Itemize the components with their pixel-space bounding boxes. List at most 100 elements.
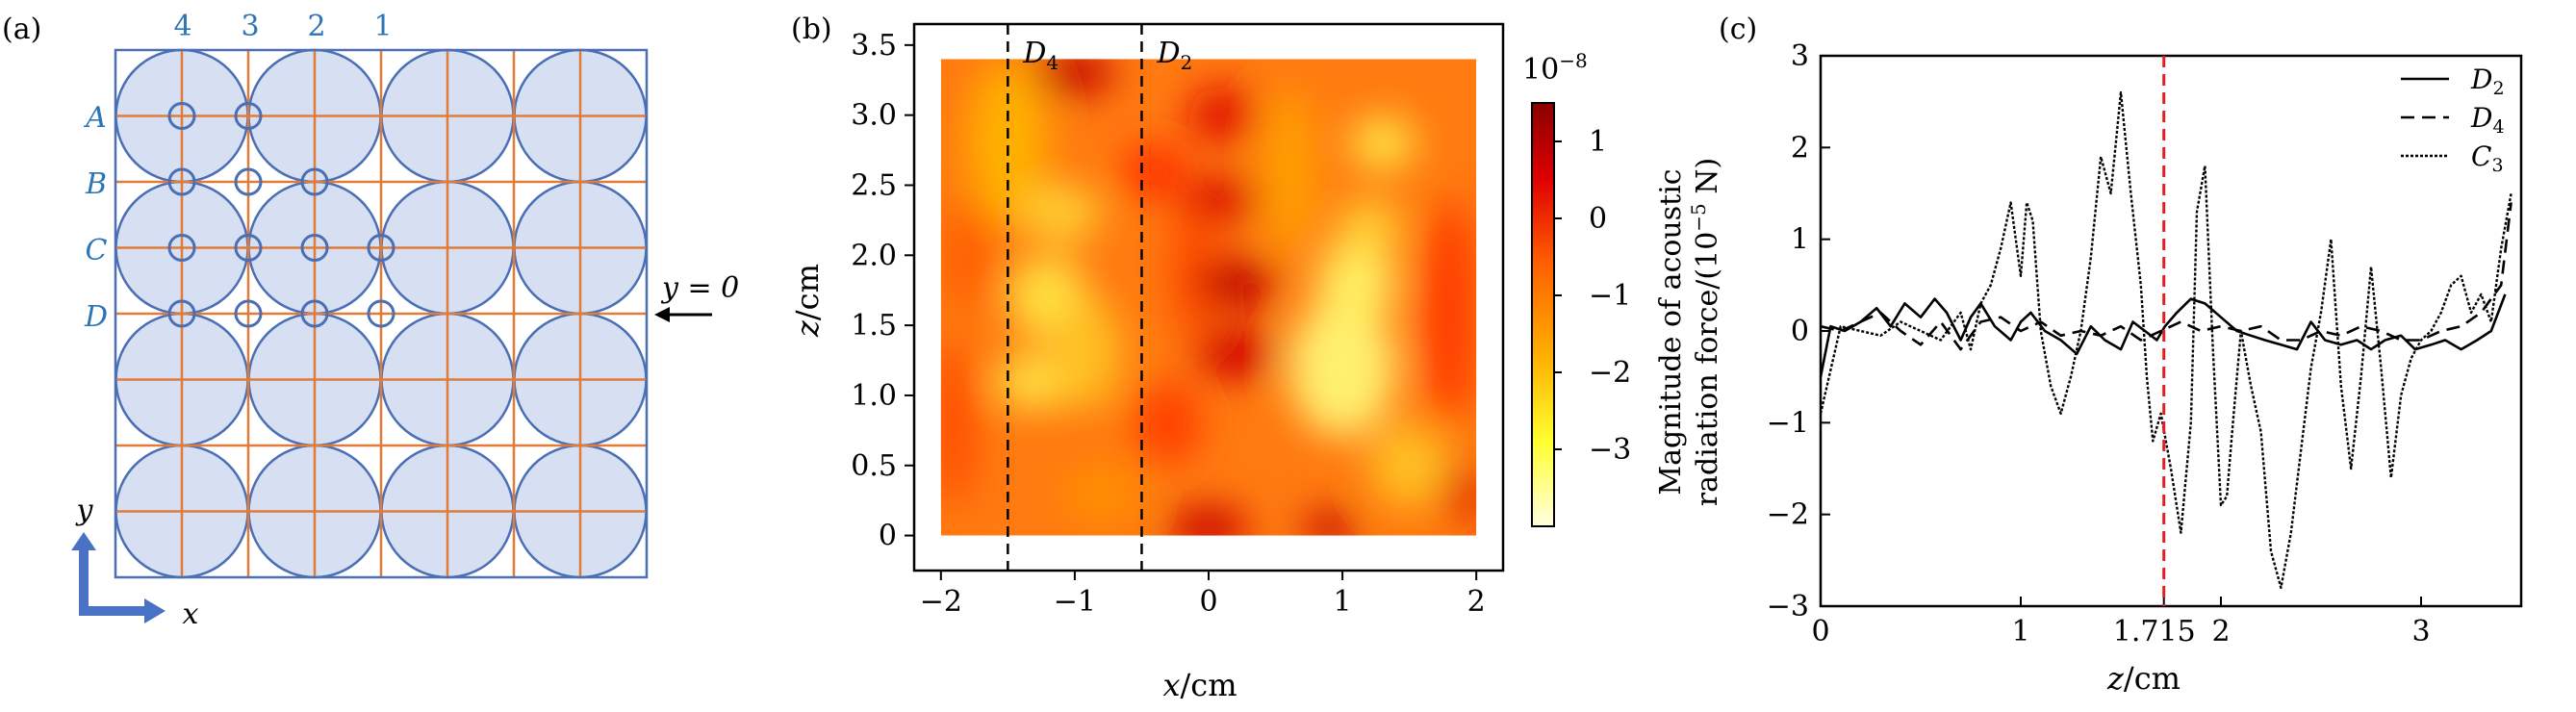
ylabel-line-2: radiation force/(10−5 N) — [1687, 158, 1724, 507]
probe-circle — [300, 234, 329, 262]
colorbar-tick-label: 1 — [1589, 125, 1607, 159]
heat-region — [1195, 328, 1276, 379]
colorbar-tick-label: −3 — [1589, 433, 1631, 467]
probe-circle — [234, 234, 263, 262]
y-tick-label: 0 — [1791, 315, 1809, 348]
column-label-3: 3 — [241, 10, 259, 43]
line-label-d4: D4 — [1022, 37, 1058, 74]
y-tick-label: −2 — [1767, 498, 1809, 532]
panel-b: (b) −2 −1 0 1 2 0 0.5 1.0 1.5 2.0 2.5 3.0 3.5 D4 D2 x… — [789, 13, 1631, 703]
panel-a-label: (a) — [2, 13, 41, 46]
heat-region — [940, 339, 975, 508]
probe-circle — [300, 167, 329, 196]
line-label-d2: D2 — [1156, 37, 1192, 74]
y-tick-label: 3.5 — [851, 29, 897, 63]
svg-text:Magnitude of acoustic: Magnitude of acoustic — [1654, 168, 1688, 495]
x-tick-label: 3 — [2411, 615, 2430, 648]
row-label-b: B — [85, 167, 107, 201]
line-chart-x-axis-label: z/cm — [2106, 660, 2181, 697]
probe-circle — [367, 299, 395, 328]
heat-region — [1315, 241, 1396, 326]
small-circles — [167, 102, 395, 328]
svg-text:x/cm: x/cm — [1162, 667, 1237, 703]
probe-circle — [167, 102, 196, 130]
row-label-d: D — [84, 300, 108, 334]
legend-label-d2: D2 — [2470, 64, 2505, 99]
y-tick-label: 3.0 — [851, 99, 897, 133]
x-tick-label: 1 — [2011, 615, 2029, 648]
legend-label-c3: C3 — [2471, 140, 2504, 176]
y0-arrow — [654, 307, 712, 322]
column-label-4: 4 — [173, 10, 191, 43]
axis-x-label: x — [183, 598, 199, 631]
y-tick-label: 3 — [1791, 39, 1809, 73]
colorbar — [1531, 102, 1555, 527]
column-label-2: 2 — [307, 10, 325, 43]
heat-region — [1034, 59, 1115, 94]
heat-region — [1336, 199, 1403, 256]
heat-region — [994, 353, 1075, 410]
axes-arrows-icon — [71, 532, 166, 623]
probe-circle — [167, 167, 196, 196]
heat-region — [1135, 381, 1203, 466]
colorbar-exponent: 10−8 — [1522, 49, 1588, 87]
svg-text:z/cm: z/cm — [789, 264, 826, 338]
y-tick-label: 0.5 — [851, 449, 897, 483]
series-line-c3 — [1819, 90, 2512, 590]
probe-circle — [167, 234, 196, 262]
legend-label-d4: D4 — [2470, 102, 2505, 138]
heat-region — [1262, 87, 1316, 256]
y0-label: y = 0 — [660, 271, 739, 305]
x-tick-label: 0 — [1811, 615, 1829, 648]
probe-circle — [234, 167, 263, 196]
panel-c-label: (c) — [1719, 13, 1757, 46]
y-tick-label: 0 — [879, 520, 897, 553]
axis-y-label: y — [75, 494, 94, 527]
y-tick-label: 1 — [1791, 223, 1809, 257]
column-label-1: 1 — [373, 10, 392, 43]
heat-region — [1188, 87, 1256, 143]
svg-text:z/cm: z/cm — [2106, 660, 2181, 697]
heatmap-x-axis-label: x/cm — [1162, 667, 1237, 703]
heatmap-image — [940, 59, 1477, 536]
probe-circle — [300, 299, 329, 328]
y-tick-label: 2.0 — [851, 239, 897, 272]
probe-circle — [167, 299, 196, 328]
probe-circle — [234, 102, 263, 130]
y-tick-label: 2 — [1791, 131, 1809, 165]
heat-region — [1182, 178, 1262, 220]
row-label-c: C — [86, 234, 108, 267]
heat-region — [947, 199, 988, 312]
y-tick-label: 2.5 — [851, 168, 897, 202]
line-chart-ticks: 0 1 2 3 3 2 1 0 −1 −2 −3 1.715 — [1767, 39, 2431, 648]
probe-circle — [234, 299, 263, 328]
series-line-d4 — [1820, 202, 2512, 351]
heatmap-y-axis-label: z/cm — [789, 264, 826, 338]
y-tick-label: −3 — [1767, 590, 1809, 623]
x-tick-label: −2 — [920, 585, 962, 619]
orange-grid-lines — [115, 50, 647, 577]
line-chart-y-axis-label: Magnitude of acoustic radiation force/(1… — [1654, 158, 1724, 507]
x-tick-label: 1 — [1334, 585, 1352, 619]
heat-region — [1368, 423, 1450, 508]
heat-region — [1349, 114, 1416, 171]
heatmap-vlines: D4 D2 — [1007, 24, 1192, 571]
heat-region — [1121, 142, 1189, 200]
heat-region — [1055, 297, 1122, 410]
heat-region — [967, 59, 1049, 228]
colorbar-tick-label: −1 — [1589, 279, 1631, 313]
x-tick-label: −1 — [1054, 585, 1096, 619]
y-tick-label: 1.5 — [851, 309, 897, 343]
heat-region — [1422, 199, 1477, 424]
heat-region — [1061, 465, 1142, 522]
heat-region — [1168, 507, 1249, 536]
heatmap-ticks: −2 −1 0 1 2 0 0.5 1.0 1.5 2.0 2.5 3.0 3.5 — [851, 29, 1485, 619]
heat-region — [1195, 258, 1276, 309]
y-tick-label: 1.0 — [851, 379, 897, 413]
colorbar-tick-label: −2 — [1589, 356, 1631, 390]
panel-a: (a) 4 3 2 1 A B C D y = 0 y x — [2, 10, 739, 631]
heat-region — [1302, 511, 1356, 536]
